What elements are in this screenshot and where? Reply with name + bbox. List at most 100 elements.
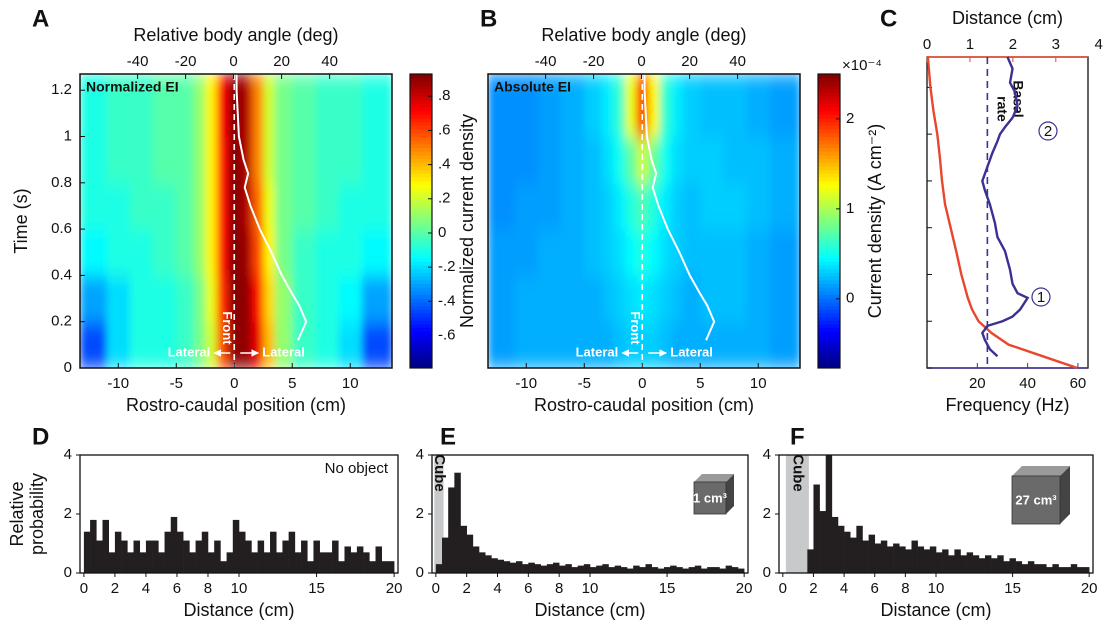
bar (571, 567, 578, 573)
x-tick-label: 15 (308, 580, 325, 597)
heatmap-cell (80, 74, 108, 138)
heatmap-cell (176, 321, 195, 368)
colorbar-swatch (818, 257, 840, 262)
bar (639, 567, 646, 573)
colorbar-swatch (818, 294, 840, 299)
bar (158, 552, 165, 573)
bar (479, 552, 486, 573)
heatmap-cell (274, 136, 294, 184)
colorbar-swatch (818, 206, 840, 211)
bar (121, 540, 128, 573)
y-tick-label: 0.8 (51, 174, 72, 191)
lateral-label: Lateral (168, 344, 211, 359)
heatmap-cell (338, 321, 363, 368)
colorbar-title: Normalized current density (457, 114, 477, 328)
colorbar-swatch (410, 143, 432, 148)
colorbar-swatch (818, 114, 840, 119)
bar (713, 567, 720, 573)
colorbar-swatch (818, 287, 840, 292)
colorbar-swatch (818, 143, 840, 148)
colorbar-swatch (818, 184, 840, 189)
bar (509, 562, 517, 573)
heatmap-cell (315, 182, 340, 230)
colorbar-swatch (818, 77, 840, 82)
colorbar-swatch (818, 331, 840, 336)
heatmap-cell (723, 74, 748, 138)
heatmap-cell (601, 136, 615, 184)
colorbar-swatch (410, 323, 432, 329)
bar (911, 540, 918, 573)
heatmap-cell (648, 136, 661, 184)
bar (893, 543, 900, 573)
x-tick-label: 8 (555, 580, 563, 597)
colorbar-swatch (410, 312, 432, 318)
bar (620, 567, 628, 573)
bar (596, 565, 603, 573)
colorbar-swatch (410, 88, 432, 93)
heatmap-cell (671, 74, 684, 138)
heatmap-cell (292, 321, 317, 368)
bar (145, 540, 153, 573)
bar (435, 564, 443, 573)
bar (626, 568, 634, 573)
heatmap-cell (129, 182, 154, 230)
colorbar-swatch (410, 353, 432, 358)
x-tick-label: 6 (524, 580, 532, 597)
colorbar-swatch (818, 154, 840, 160)
colorbar-swatch (818, 74, 840, 79)
x-tick-label: 10 (342, 375, 359, 392)
colorbar-swatch (410, 290, 432, 295)
bar (954, 549, 961, 573)
colorbar-swatch (410, 96, 432, 101)
colorbar-swatch (410, 176, 432, 182)
colorbar-swatch (410, 206, 432, 211)
colorbar-tick-label: -.2 (438, 258, 456, 275)
x-tick-label: 6 (871, 580, 879, 597)
x-tick-label: 4 (840, 580, 848, 597)
heatmap-cell (601, 321, 615, 368)
plot-frame (487, 73, 801, 369)
panel-annotation: No object (325, 460, 389, 477)
y-tick-label: 4 (64, 446, 72, 463)
colorbar-swatch (818, 147, 840, 152)
colorbar-swatch (410, 239, 432, 244)
heatmap-cell (106, 275, 131, 323)
heatmap-cell (514, 229, 539, 277)
colorbar-swatch (818, 202, 840, 207)
colorbar-swatch (818, 312, 840, 318)
bar (682, 568, 689, 573)
heatmap (80, 74, 392, 368)
panel-label: F (790, 423, 805, 450)
colorbar-tick-label: -.4 (438, 292, 456, 309)
heatmap-cell (746, 229, 771, 277)
bar (559, 565, 566, 573)
heatmap-cell (488, 321, 516, 368)
colorbar-swatch (410, 228, 432, 233)
heatmap-cell (561, 229, 586, 277)
heatmap-cell (338, 229, 363, 277)
heatmap-cell (659, 275, 673, 323)
bar (232, 519, 240, 573)
heatmap-cell (274, 229, 294, 277)
heatmap-cell (601, 74, 615, 138)
heatmap-cell (274, 275, 294, 323)
bar (164, 531, 172, 573)
shaded-label: Cube (789, 454, 806, 492)
marker-circle (1031, 287, 1051, 307)
colorbar-swatch (818, 345, 840, 351)
x-tick-label: 2 (111, 580, 119, 597)
colorbar-swatch (818, 176, 840, 182)
bar (226, 552, 234, 573)
heatmap-cell (251, 275, 265, 323)
heatmap-cell (251, 136, 265, 184)
colorbar-swatch (818, 169, 840, 174)
colorbar-swatch (818, 301, 840, 307)
y-tick-label: 2 (416, 505, 424, 522)
bar (985, 555, 992, 573)
bar (282, 540, 289, 573)
heatmap-cell (488, 229, 516, 277)
heatmap-cell (700, 182, 725, 230)
bar (825, 455, 833, 573)
colorbar-swatch (818, 250, 840, 255)
heatmap-cell (488, 74, 516, 138)
